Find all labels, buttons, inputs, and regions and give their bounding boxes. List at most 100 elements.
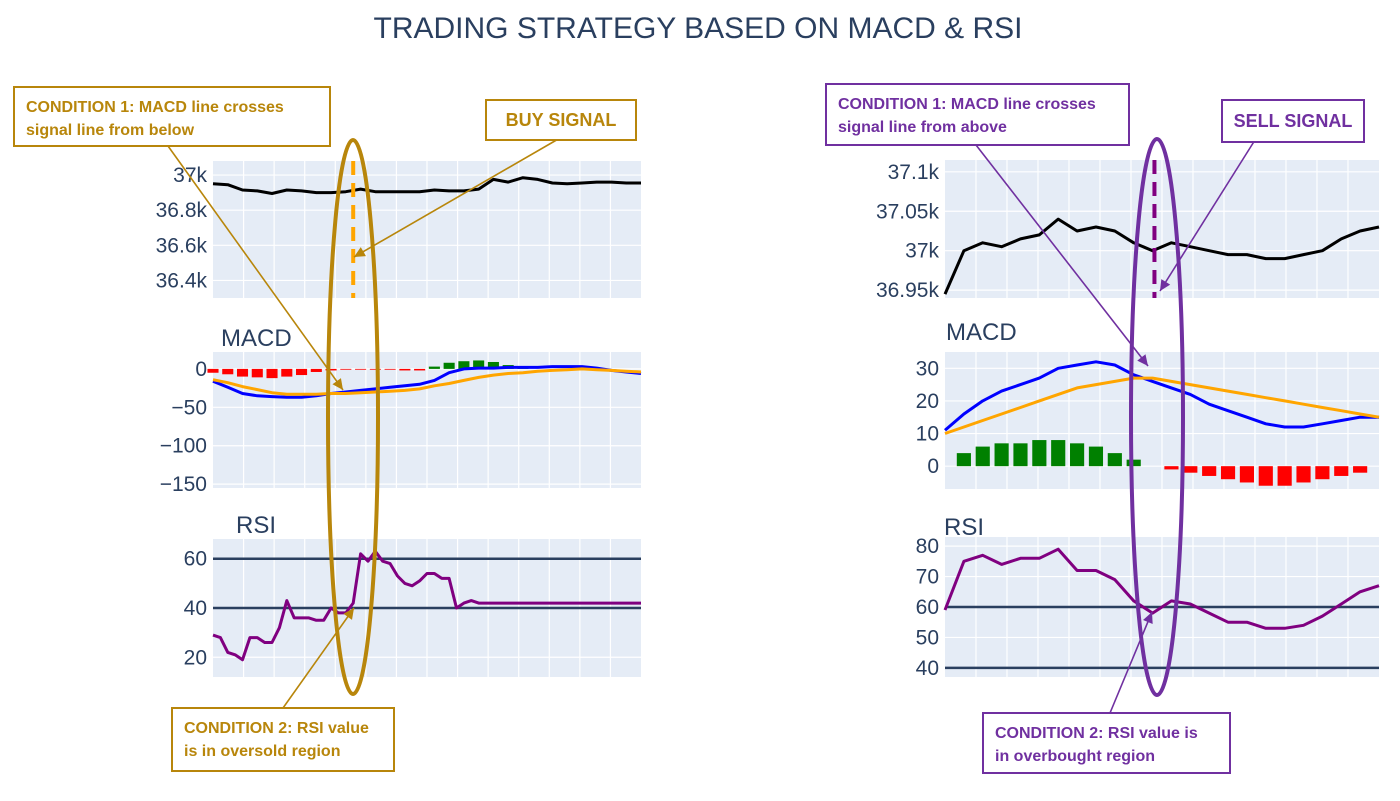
buy-condition1-arrow-head bbox=[332, 378, 343, 390]
sell-rsi-ytick-label: 70 bbox=[916, 566, 939, 589]
sell-macd-ytick-label: 20 bbox=[916, 390, 939, 413]
buy-signal-box-line: BUY SIGNAL bbox=[506, 110, 617, 130]
sell-condition1-box-line: CONDITION 1: MACD line crosses bbox=[838, 96, 1096, 113]
buy-condition1-arrow bbox=[167, 145, 344, 391]
buy-condition2-box-frame bbox=[171, 707, 395, 772]
sell-macd-title: MACD bbox=[946, 319, 1017, 346]
sell-macd-histogram-bar bbox=[1202, 466, 1217, 476]
sell-condition1-box: CONDITION 1: MACD line crosses signal lin… bbox=[825, 83, 1130, 146]
charts-layer: 37k 36.8k 36.6k 36.4k 0 −50 −100 −150 MACD 60 40 20… bbox=[156, 160, 1380, 680]
sell-rsi-ytick-label: 80 bbox=[916, 535, 939, 558]
sell-condition2-box-frame bbox=[982, 712, 1231, 774]
buy-macd-histogram-bar bbox=[207, 368, 219, 373]
sell-condition2-box: CONDITION 2: RSI value is in overbought r… bbox=[982, 712, 1231, 774]
sell-rsi-chart: 80 70 60 50 40 RSI bbox=[916, 514, 1380, 680]
sell-macd-histogram-bar bbox=[1296, 466, 1311, 483]
sell-macd-histogram-bar bbox=[1088, 446, 1104, 467]
buy-macd-ytick-label: −100 bbox=[160, 435, 207, 458]
sell-macd-histogram-bar bbox=[1070, 443, 1085, 467]
buy-macd-histogram-bar bbox=[369, 368, 381, 370]
buy-rsi-line-rsi bbox=[212, 549, 641, 662]
buy-macd-ytick-label: −50 bbox=[171, 396, 207, 419]
buy-condition2-box-line: CONDITION 2: RSI value bbox=[184, 720, 369, 737]
buy-price-chart: 37k 36.8k 36.6k 36.4k bbox=[156, 161, 641, 298]
sell-macd-chart: 30 20 10 0 MACD bbox=[916, 319, 1380, 489]
sell-price-ytick-label: 37k bbox=[905, 240, 939, 263]
buy-macd-histogram-bar bbox=[310, 368, 322, 372]
buy-price-ytick-label: 37k bbox=[173, 164, 207, 187]
buy-rsi-ytick-label: 40 bbox=[184, 597, 207, 620]
buy-condition1-box-line: signal line from below bbox=[26, 122, 195, 139]
buy-highlight-ellipse bbox=[326, 138, 380, 696]
sell-rsi-title: RSI bbox=[944, 514, 984, 541]
sell-rsi-line-rsi bbox=[943, 547, 1380, 630]
buy-condition1-box-frame bbox=[13, 86, 331, 147]
buy-macd-ytick-label: 0 bbox=[195, 358, 207, 381]
figure-title: TRADING STRATEGY BASED ON MACD & RSI bbox=[374, 12, 1023, 45]
sell-macd-line-signal bbox=[944, 376, 1380, 435]
sell-macd-histogram-bar bbox=[1107, 453, 1122, 467]
buy-rsi-ytick-label: 20 bbox=[184, 646, 207, 669]
buy-price-ytick-label: 36.8k bbox=[156, 199, 208, 222]
sell-macd-histogram-bar bbox=[1126, 459, 1141, 467]
sell-macd-ytick-label: 0 bbox=[927, 455, 939, 478]
buy-macd-histogram-bar bbox=[458, 361, 470, 369]
buy-condition1-box-line: CONDITION 1: MACD line crosses bbox=[26, 99, 284, 116]
buy-condition2-box-line: is in oversold region bbox=[184, 743, 340, 760]
buy-signal-arrow-shaft bbox=[353, 137, 561, 258]
annotations-layer: CONDITION 1: MACD line crosses signal lin… bbox=[13, 83, 1365, 774]
sell-highlight-ellipse bbox=[1129, 137, 1185, 697]
buy-macd-histogram-bar bbox=[414, 368, 426, 371]
sell-rsi-ytick-label: 40 bbox=[916, 657, 939, 680]
buy-macd-line-macd bbox=[212, 365, 642, 399]
buy-macd-histogram-bar bbox=[340, 368, 352, 370]
sell-price-ytick-label: 37.05k bbox=[876, 200, 940, 223]
sell-macd-histogram-bar bbox=[1258, 466, 1273, 486]
sell-macd-histogram-bar bbox=[1183, 466, 1198, 473]
sell-condition1-box-frame bbox=[825, 83, 1130, 146]
sell-rsi-ytick-label: 60 bbox=[916, 596, 939, 619]
sell-condition1-arrow-head bbox=[1137, 354, 1148, 366]
sell-condition2-arrow-head bbox=[1143, 612, 1153, 624]
sell-macd-histogram-bar bbox=[1051, 440, 1066, 467]
buy-signal-box-frame bbox=[485, 99, 637, 141]
buy-macd-histogram-bar bbox=[236, 368, 249, 377]
sell-macd-line-macd bbox=[944, 360, 1379, 432]
sell-macd-histogram-bar bbox=[1032, 440, 1047, 467]
sell-macd-histogram-bar bbox=[1164, 466, 1179, 470]
sell-macd-histogram-bar bbox=[1277, 466, 1292, 486]
sell-condition1-box-line: signal line from above bbox=[838, 119, 1007, 136]
sell-condition2-arrow bbox=[1109, 611, 1153, 714]
buy-rsi-title: RSI bbox=[236, 512, 276, 539]
buy-macd-histogram-bar bbox=[384, 368, 396, 370]
buy-condition1-arrow-shaft bbox=[167, 145, 344, 391]
buy-price-line-price bbox=[212, 176, 641, 195]
buy-condition2-arrow-shaft bbox=[282, 607, 355, 709]
sell-signal-box: SELL SIGNAL bbox=[1221, 99, 1365, 143]
sell-macd-histogram-bar bbox=[1239, 466, 1254, 483]
buy-condition2-box: CONDITION 2: RSI value is in oversold reg… bbox=[171, 707, 395, 772]
sell-condition1-arrow bbox=[975, 144, 1149, 367]
buy-macd-histogram-bar bbox=[325, 368, 337, 371]
buy-macd-histogram-bar bbox=[296, 368, 308, 376]
sell-macd-histogram-bar bbox=[956, 453, 971, 467]
buy-signal-arrow bbox=[353, 137, 561, 258]
buy-macd-ytick-label: −150 bbox=[160, 473, 207, 496]
sell-signal-arrow-shaft bbox=[1159, 139, 1256, 292]
buy-macd-histogram-bar bbox=[428, 366, 440, 369]
sell-rsi-ytick-label: 50 bbox=[916, 626, 939, 649]
buy-rsi-ytick-label: 60 bbox=[184, 548, 207, 571]
sell-macd-ytick-label: 10 bbox=[916, 423, 939, 446]
sell-condition1-arrow-shaft bbox=[975, 144, 1149, 367]
sell-price-chart: 37.1k 37.05k 37k 36.95k bbox=[876, 160, 1380, 302]
buy-macd-line-signal bbox=[212, 367, 642, 396]
sell-macd-histogram-bar bbox=[1220, 466, 1236, 480]
buy-macd-histogram-bar bbox=[399, 368, 411, 371]
buy-price-ytick-label: 36.4k bbox=[156, 269, 208, 292]
buy-macd-histogram-bar bbox=[443, 362, 455, 369]
sell-macd-histogram-bar bbox=[1315, 466, 1330, 480]
sell-condition2-box-line: in overbought region bbox=[995, 748, 1155, 765]
sell-macd-histogram-bar bbox=[994, 443, 1009, 467]
sell-macd-histogram-bar bbox=[1353, 466, 1368, 473]
